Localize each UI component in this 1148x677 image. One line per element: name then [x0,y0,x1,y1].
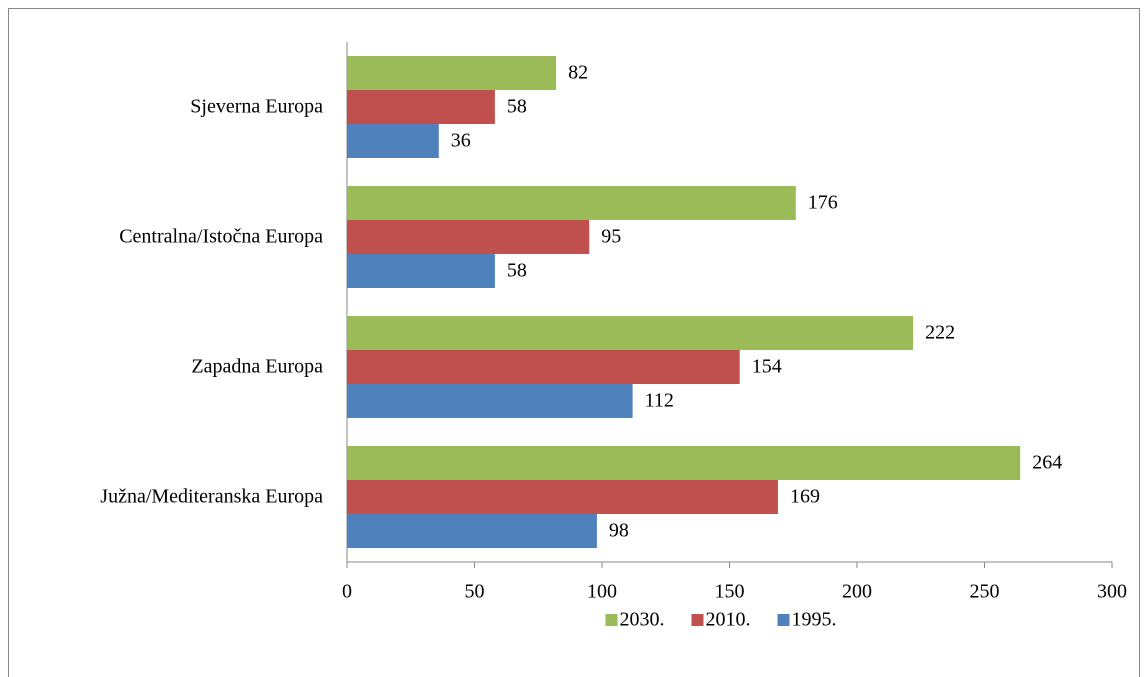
bar [347,186,796,220]
legend-swatch [605,614,618,626]
value-label: 176 [808,192,838,214]
bar [347,446,1021,480]
bar [347,124,439,158]
value-label: 222 [925,322,955,344]
x-tick-label: 150 [715,581,745,603]
y-tick-label: Centralna/Istočna Europa [119,226,323,248]
x-tick-label: 100 [587,581,617,603]
bar [347,384,633,418]
value-label: 264 [1032,452,1062,474]
value-label: 58 [507,260,527,282]
x-tick-label: 50 [465,581,485,603]
value-label: 98 [609,520,629,542]
legend-swatch [777,614,790,626]
bar [347,254,495,288]
x-tick-label: 250 [970,581,1000,603]
value-label: 36 [451,130,471,152]
value-label: 112 [645,390,674,412]
bar [347,514,597,548]
x-tick-label: 0 [342,581,352,603]
value-label: 58 [507,96,527,118]
bar [347,316,914,350]
legend-label: 1995. [792,609,837,631]
legend-label: 2030. [620,609,665,631]
bar [347,56,557,90]
x-tick-label: 300 [1097,581,1127,603]
x-tick-label: 200 [842,581,872,603]
legend-label: 2010. [706,609,751,631]
bar [347,480,778,514]
chart-frame [8,8,1140,677]
y-tick-label: Sjeverna Europa [190,96,323,118]
bar [347,220,590,254]
bar [347,350,740,384]
value-label: 169 [790,486,820,508]
value-label: 154 [752,356,782,378]
value-label: 95 [601,226,621,248]
y-tick-label: Južna/Mediteranska Europa [100,486,323,508]
bar [347,90,495,124]
legend-swatch [691,614,704,626]
y-tick-label: Zapadna Europa [191,356,323,378]
value-label: 82 [568,62,588,84]
